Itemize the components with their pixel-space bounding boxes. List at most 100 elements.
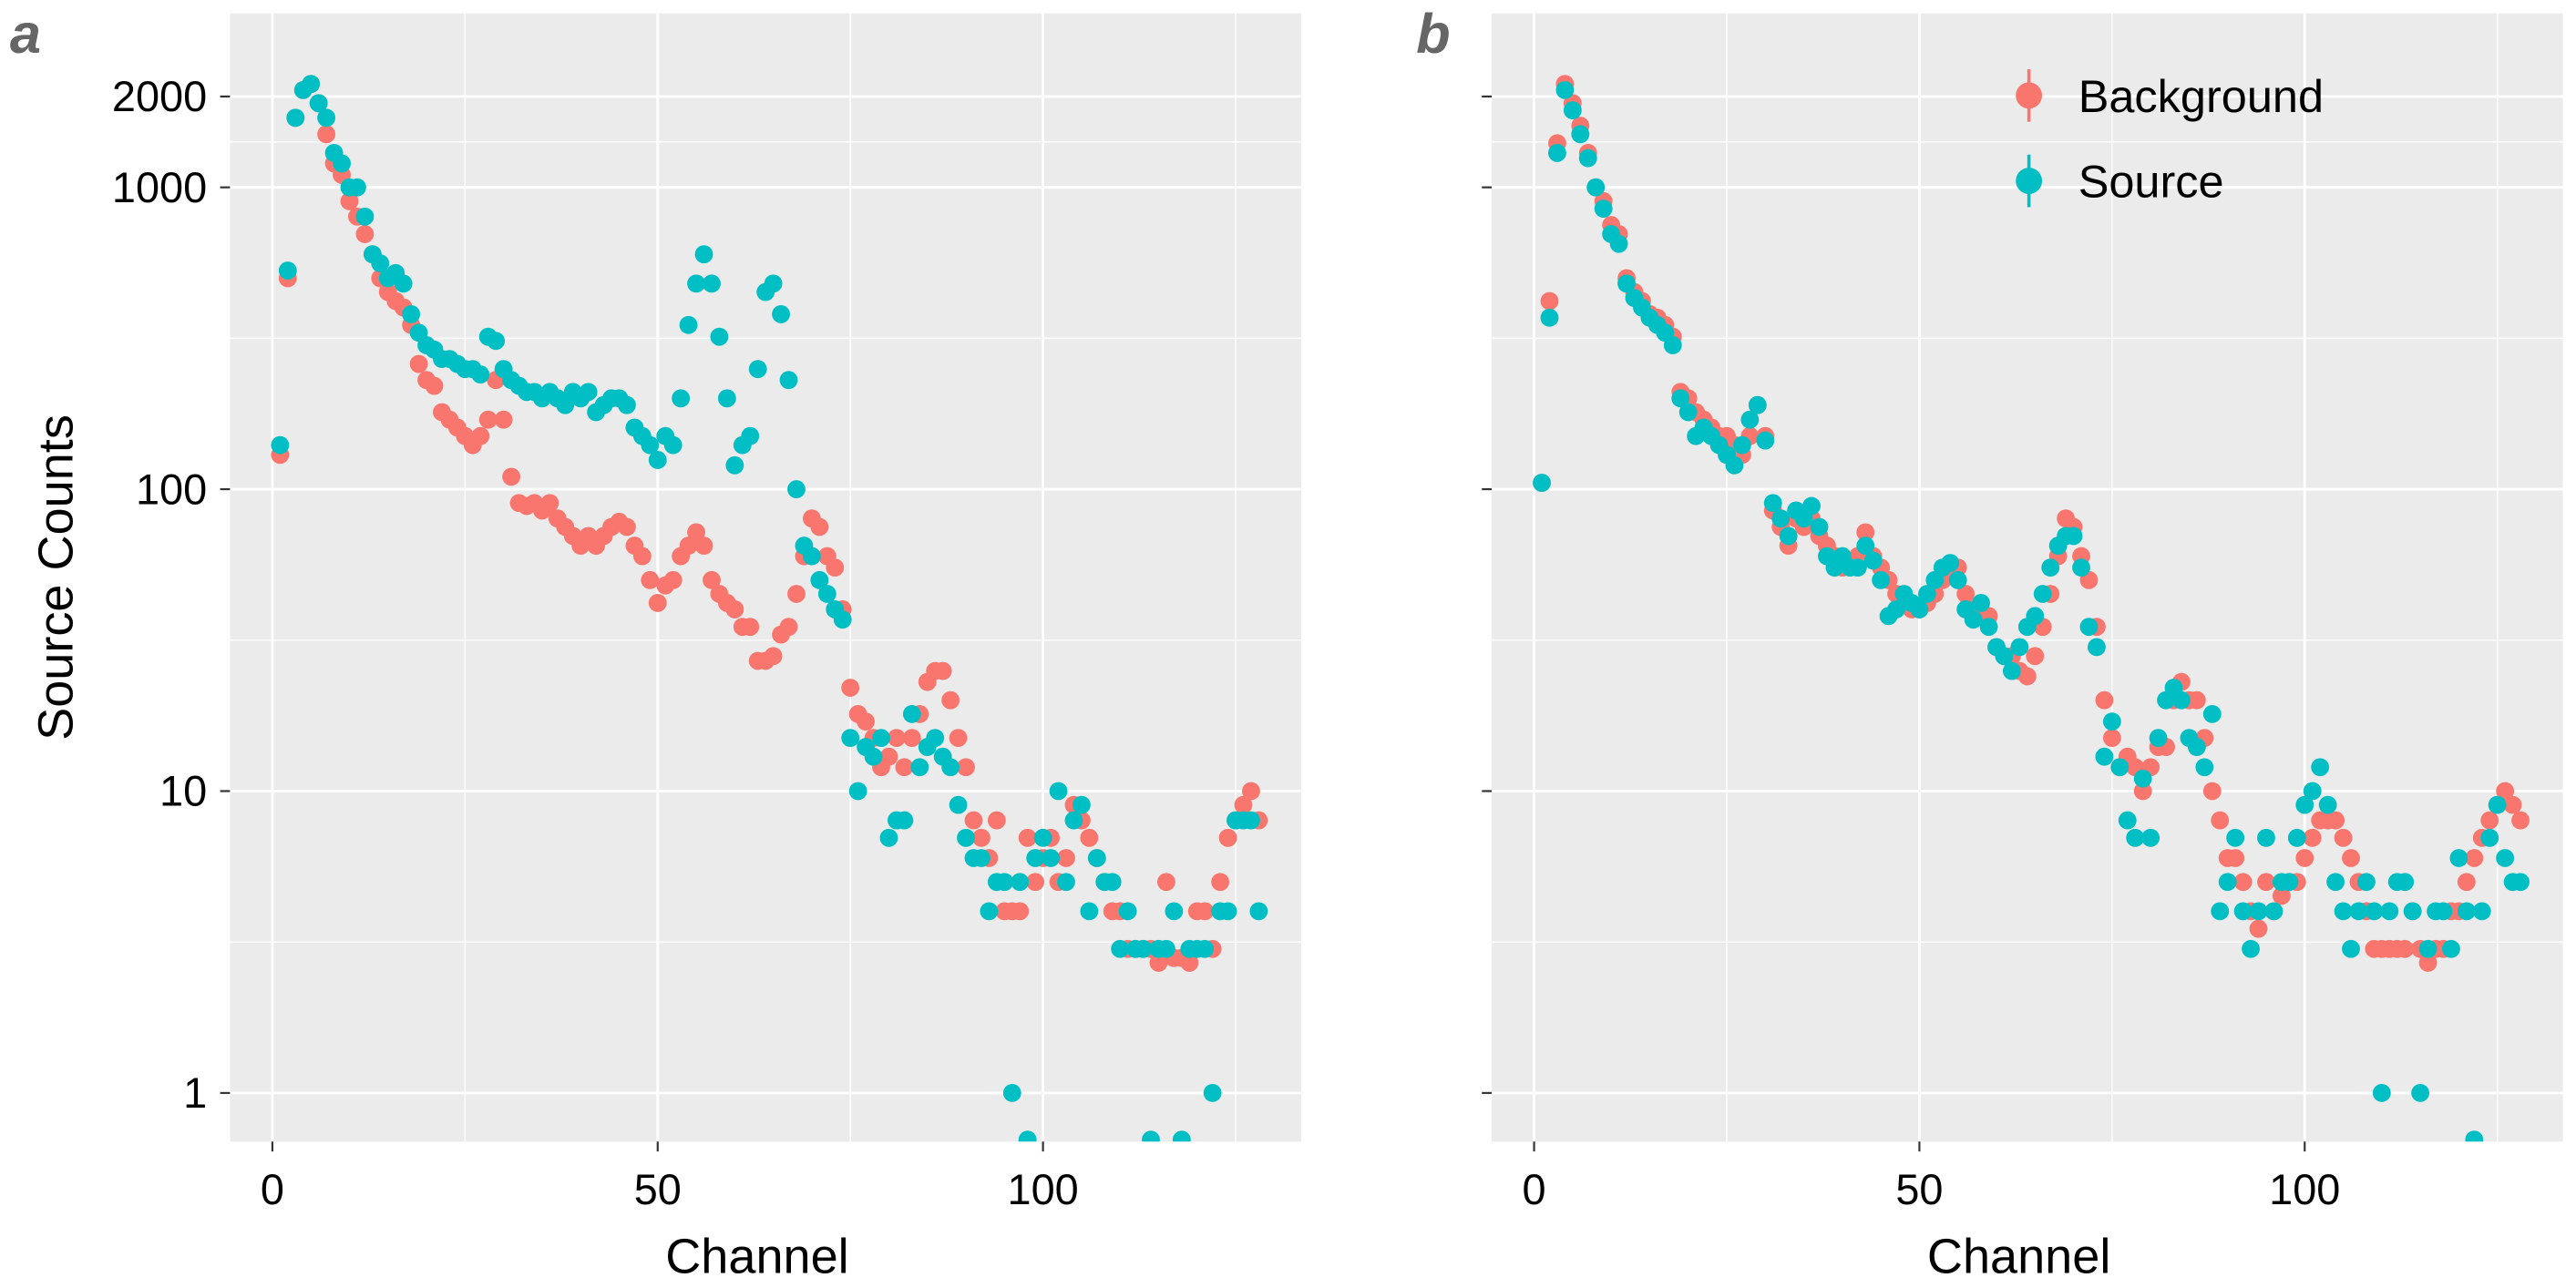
point [1763, 494, 1782, 513]
point [725, 455, 744, 475]
point [910, 758, 929, 777]
point [879, 747, 898, 766]
point [1533, 474, 1551, 492]
point [764, 647, 783, 666]
point [1072, 795, 1091, 814]
point [1218, 902, 1237, 921]
x-tick-label: 100 [1008, 1166, 1079, 1213]
point [2396, 873, 2415, 892]
point [1018, 828, 1037, 847]
point [1180, 954, 1199, 972]
point [1995, 647, 2014, 666]
point [2326, 873, 2345, 892]
point [1080, 902, 1099, 921]
point [648, 451, 667, 469]
point [2041, 558, 2060, 578]
point [2318, 795, 2337, 814]
point [2303, 828, 2322, 847]
point [987, 811, 1006, 830]
point [425, 376, 444, 395]
point [2211, 811, 2230, 830]
point [1218, 828, 1237, 847]
point [995, 873, 1014, 892]
x-tick-label: 0 [1523, 1166, 1546, 1213]
point [2110, 758, 2130, 777]
point [1103, 873, 1122, 892]
point [802, 547, 821, 566]
point [2480, 828, 2499, 847]
point [2287, 828, 2306, 847]
point [2195, 758, 2214, 777]
point [348, 178, 366, 197]
point [1956, 585, 1976, 603]
x-tick-label: 50 [1895, 1166, 1943, 1213]
point [340, 191, 359, 210]
point [471, 426, 490, 445]
point [2457, 902, 2476, 921]
point [1810, 517, 1829, 537]
point [1002, 1083, 1021, 1102]
point [1011, 873, 1030, 892]
point [1748, 395, 1767, 414]
point [2249, 919, 2268, 938]
point [1617, 274, 1636, 293]
point [2033, 585, 2052, 603]
point [1080, 828, 1099, 847]
point [2064, 526, 2083, 546]
y-tick-label: 10 [159, 768, 207, 815]
point [1609, 234, 1628, 253]
point [333, 154, 351, 173]
point [1540, 308, 1559, 327]
point [1663, 336, 1682, 354]
legend-label: Source [2078, 156, 2224, 208]
point [841, 729, 860, 748]
point [271, 435, 290, 455]
point [579, 383, 598, 402]
point [2403, 902, 2422, 921]
point [1172, 1130, 1191, 1142]
point [371, 254, 390, 273]
point [703, 274, 721, 293]
point [826, 558, 845, 578]
point [1578, 148, 1597, 168]
point [1211, 873, 1230, 892]
point [641, 570, 660, 589]
point [302, 75, 321, 94]
point [1087, 849, 1106, 867]
point [2202, 782, 2222, 801]
point [1964, 610, 1983, 629]
point [1242, 811, 1260, 830]
point [309, 94, 328, 113]
point [949, 729, 968, 748]
point [895, 758, 914, 777]
point [1948, 570, 1967, 589]
point [2418, 954, 2437, 972]
point [1011, 902, 1030, 921]
point [2496, 849, 2515, 867]
point [772, 305, 790, 323]
point [1887, 600, 1905, 618]
point [1134, 939, 1153, 958]
point [2211, 902, 2230, 921]
point [2295, 795, 2314, 814]
point [1149, 954, 1168, 972]
point [1026, 873, 1045, 892]
point [2418, 939, 2437, 958]
point [1157, 873, 1175, 892]
point [949, 795, 968, 814]
point [1057, 849, 1075, 867]
point [2141, 828, 2160, 847]
point [2133, 782, 2152, 801]
point [972, 828, 990, 847]
y-tick-label: 1 [183, 1069, 207, 1117]
point [1917, 585, 1936, 603]
point [2088, 638, 2106, 657]
point [2334, 902, 2353, 921]
point [741, 426, 760, 445]
point [672, 389, 691, 408]
point [2002, 661, 2021, 680]
point [1802, 496, 1821, 516]
point [2365, 902, 2384, 921]
